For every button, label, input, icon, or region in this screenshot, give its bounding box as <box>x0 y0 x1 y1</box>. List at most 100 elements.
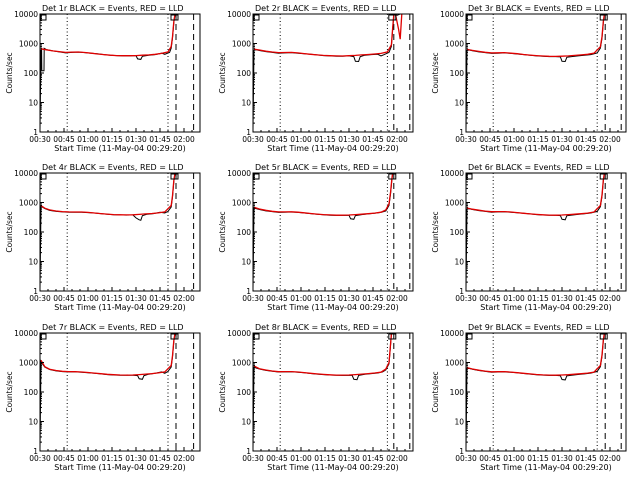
y-tick-label: 1 <box>459 447 464 456</box>
y-axis-label: Counts/sec <box>5 52 14 93</box>
y-tick-label: 100 <box>450 69 465 78</box>
y-axis-label: Counts/sec <box>5 371 14 412</box>
y-axis-label: Counts/sec <box>431 211 440 252</box>
y-tick-label: 10 <box>28 99 38 108</box>
panel-title: Det 5r BLACK = Events, RED = LLD <box>255 163 397 172</box>
x-tick-label: 01:30 <box>338 454 360 463</box>
y-tick-label: 10000 <box>14 169 38 178</box>
y-tick-label: 10000 <box>227 10 251 19</box>
x-tick-label: 01:30 <box>338 294 360 303</box>
panel-det-8r: Det 8r BLACK = Events, RED = LLD 1 10 100 10… <box>218 323 414 472</box>
panel-det-7r: Det 7r BLACK = Events, RED = LLD 1 10 100 10… <box>5 323 201 472</box>
x-tick-label: 02:00 <box>386 135 408 144</box>
x-tick-label: 01:15 <box>314 294 336 303</box>
x-tick-label: 00:45 <box>266 135 288 144</box>
panel-det-5r: Det 5r BLACK = Events, RED = LLD 1 10 100 10… <box>218 163 414 312</box>
x-tick-label: 01:15 <box>527 135 549 144</box>
y-tick-label: 10 <box>454 258 464 267</box>
y-tick-label: 10 <box>454 418 464 427</box>
series-events-line <box>466 333 605 449</box>
panel-title: Det 6r BLACK = Events, RED = LLD <box>468 163 610 172</box>
y-tick-label: 100 <box>24 228 39 237</box>
series-events-line <box>253 173 394 289</box>
y-tick-label: 100 <box>237 69 252 78</box>
x-tick-label: 02:00 <box>386 294 408 303</box>
x-tick-label: 01:15 <box>314 454 336 463</box>
panel-det-2r: Det 2r BLACK = Events, RED = LLD 1 10 100 10… <box>218 4 414 153</box>
x-tick-label: 00:30 <box>242 135 264 144</box>
peak-box-marker <box>170 14 179 21</box>
x-tick-label: 01:45 <box>575 454 597 463</box>
panel-series <box>466 333 606 449</box>
y-tick-label: 100 <box>237 228 252 237</box>
corner-box-marker <box>253 173 260 180</box>
x-tick-label: 00:30 <box>29 454 51 463</box>
x-tick-label: 01:15 <box>101 294 123 303</box>
series-lld-line <box>466 173 606 216</box>
y-tick-label: 10000 <box>14 10 38 19</box>
x-tick-label: 01:15 <box>101 135 123 144</box>
panel-title: Det 1r BLACK = Events, RED = LLD <box>42 4 184 13</box>
y-axis-label: Counts/sec <box>218 211 227 252</box>
x-tick-label: 01:45 <box>362 454 384 463</box>
x-axis-label: Start Time (11-May-04 00:29:20) <box>267 144 398 153</box>
series-lld-line <box>40 14 176 57</box>
x-tick-label: 00:45 <box>53 454 75 463</box>
y-tick-label: 100 <box>450 388 465 397</box>
x-tick-label: 01:30 <box>551 135 573 144</box>
panel-series <box>40 14 176 130</box>
x-axis-label: Start Time (11-May-04 00:29:20) <box>480 144 611 153</box>
series-lld-line <box>40 173 176 216</box>
x-axis-label: Start Time (11-May-04 00:29:20) <box>480 303 611 312</box>
x-axis-label: Start Time (11-May-04 00:29:20) <box>267 303 398 312</box>
peak-box-marker <box>170 333 179 340</box>
y-tick-label: 100 <box>24 388 39 397</box>
x-tick-label: 02:00 <box>173 135 195 144</box>
y-tick-label: 1000 <box>445 359 464 368</box>
y-tick-label: 1 <box>33 287 38 296</box>
x-tick-label: 01:00 <box>77 135 99 144</box>
x-axis-label: Start Time (11-May-04 00:29:20) <box>54 303 185 312</box>
panel-series <box>466 14 606 130</box>
y-tick-label: 1 <box>246 447 251 456</box>
x-tick-label: 01:00 <box>290 454 312 463</box>
x-tick-label: 01:45 <box>149 135 171 144</box>
peak-box-marker <box>599 333 608 340</box>
y-tick-label: 1 <box>246 287 251 296</box>
panel-det-3r: Det 3r BLACK = Events, RED = LLD 1 10 100 10… <box>431 4 627 153</box>
series-lld-line <box>466 14 606 58</box>
y-tick-label: 100 <box>450 228 465 237</box>
y-tick-label: 100 <box>24 69 39 78</box>
panel-title: Det 2r BLACK = Events, RED = LLD <box>255 4 397 13</box>
y-axis-label: Counts/sec <box>431 52 440 93</box>
x-tick-label: 01:30 <box>551 454 573 463</box>
series-lld-line <box>253 333 393 376</box>
panel-det-9r: Det 9r BLACK = Events, RED = LLD 1 10 100 10… <box>431 323 627 472</box>
corner-box-marker <box>466 173 473 180</box>
peak-box-marker <box>170 173 179 180</box>
y-axis-label: Counts/sec <box>218 52 227 93</box>
x-tick-label: 00:45 <box>266 454 288 463</box>
y-tick-label: 1000 <box>19 359 38 368</box>
y-tick-label: 10000 <box>227 169 251 178</box>
y-tick-label: 1000 <box>19 40 38 49</box>
series-lld-line <box>40 333 176 376</box>
y-tick-label: 10000 <box>440 329 464 338</box>
y-tick-label: 10 <box>241 99 251 108</box>
peak-box-marker <box>599 14 608 21</box>
x-tick-label: 00:30 <box>29 135 51 144</box>
x-tick-label: 02:00 <box>599 294 621 303</box>
x-tick-label: 01:30 <box>551 294 573 303</box>
series-lld-line <box>253 173 394 216</box>
y-tick-label: 10000 <box>14 329 38 338</box>
y-tick-label: 1000 <box>19 199 38 208</box>
x-tick-label: 01:15 <box>314 135 336 144</box>
series-lld-line <box>466 333 606 376</box>
series-lld-line <box>253 14 403 57</box>
y-axis-label: Counts/sec <box>218 371 227 412</box>
y-tick-label: 10 <box>241 418 251 427</box>
x-tick-label: 01:00 <box>290 294 312 303</box>
x-tick-label: 00:30 <box>242 294 264 303</box>
x-tick-label: 00:30 <box>455 294 477 303</box>
x-tick-label: 01:45 <box>575 135 597 144</box>
